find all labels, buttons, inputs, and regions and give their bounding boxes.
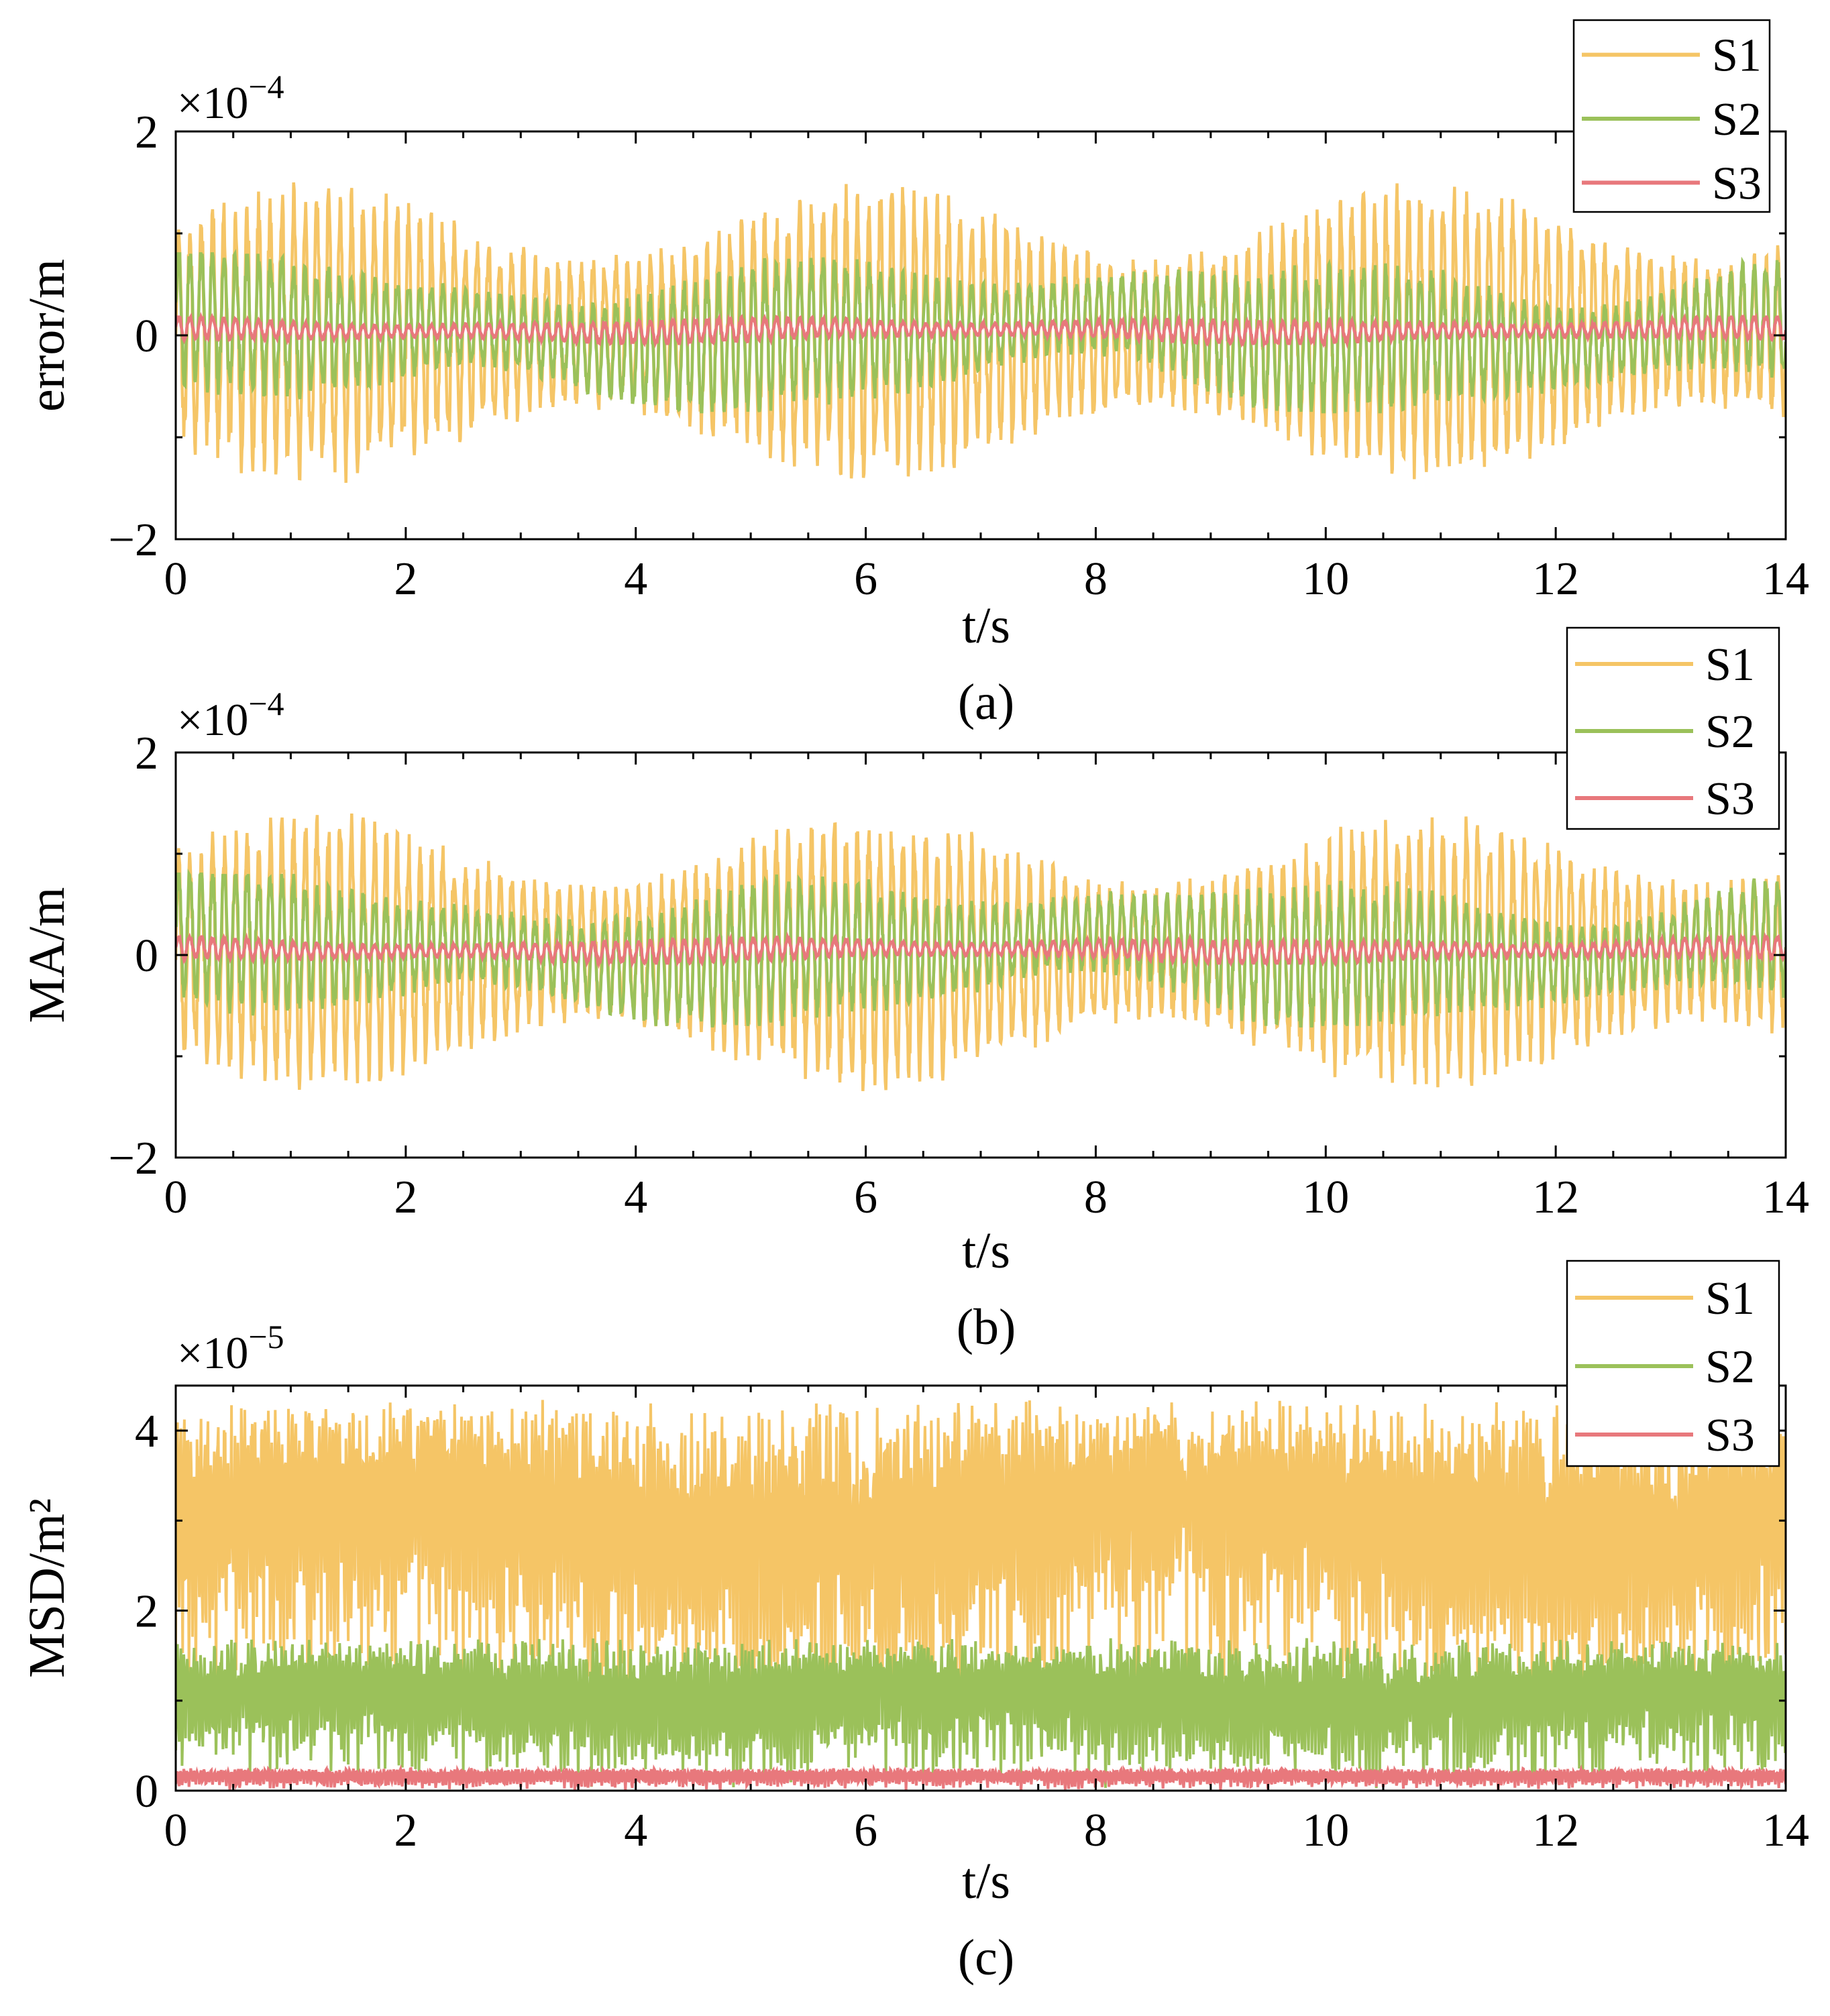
x-tick-label: 12 (1532, 1805, 1579, 1856)
series-group (176, 182, 1786, 483)
x-tick-label: 10 (1302, 1805, 1349, 1856)
legend-box (1566, 626, 1780, 830)
exponent-label: ×10−5 (177, 1318, 284, 1378)
exponent-power: −4 (248, 685, 284, 722)
x-tick-label: 6 (854, 1172, 877, 1223)
x-tick-label: 6 (854, 1805, 877, 1856)
x-tick-label: 8 (1084, 1805, 1108, 1856)
y-axis-label: error/m (19, 259, 75, 412)
legend-label-S2: S2 (1705, 1341, 1755, 1393)
x-tick-label: 2 (394, 1805, 417, 1856)
x-tick-label: 0 (164, 1172, 188, 1223)
x-tick-label: 12 (1532, 1172, 1579, 1223)
x-tick-label: 4 (624, 1172, 647, 1223)
panel-label: (b) (957, 1299, 1016, 1355)
y-tick-label: 2 (135, 107, 158, 158)
legend: S1 S2 S3 (1566, 1259, 1780, 1467)
y-axis-label: MSD/m² (19, 1498, 75, 1678)
legend-label-S1: S1 (1705, 639, 1755, 691)
legend-label-S3: S3 (1712, 158, 1762, 209)
legend-label-S2: S2 (1712, 94, 1762, 146)
y-axis-label: MA/m (19, 887, 75, 1023)
x-axis-label: t/s (962, 1223, 1010, 1279)
exponent-power: −5 (248, 1318, 284, 1355)
y-tick-label: −2 (109, 1133, 158, 1184)
x-axis-label: t/s (962, 1853, 1010, 1909)
x-tick-label: 2 (394, 553, 417, 605)
exponent-label: ×10−4 (177, 68, 284, 128)
x-tick-label: 4 (624, 553, 647, 605)
y-tick-label: 2 (135, 728, 158, 779)
x-axis-label: t/s (962, 598, 1010, 654)
series-line-S1 (176, 1400, 1786, 1715)
series-line-S2 (176, 869, 1786, 1027)
series-line-S1 (176, 813, 1786, 1092)
series-line-S3 (176, 931, 1786, 969)
series-group (176, 813, 1786, 1092)
series-line-S2 (176, 248, 1786, 414)
series-line-S3 (176, 312, 1786, 349)
x-tick-label: 8 (1084, 553, 1108, 605)
exponent-power: −4 (248, 68, 284, 105)
x-tick-label: 14 (1762, 1805, 1809, 1856)
legend-box (1572, 19, 1771, 213)
x-tick-label: 10 (1302, 553, 1349, 605)
legend-label-S1: S1 (1712, 30, 1762, 82)
legend: S1 S2 S3 (1566, 626, 1780, 830)
legend: S1 S2 S3 (1572, 19, 1771, 213)
x-tick-label: 0 (164, 553, 188, 605)
y-tick-label: 0 (135, 930, 158, 982)
panel-label: (c) (958, 1929, 1014, 1986)
x-tick-label: 14 (1762, 553, 1809, 605)
y-tick-label: 0 (135, 1766, 158, 1817)
legend-label-S3: S3 (1705, 773, 1755, 825)
x-tick-label: 0 (164, 1805, 188, 1856)
x-tick-label: 6 (854, 553, 877, 605)
panel-3: 0 2 4 6 8 10 12 14 0 2 4 ×10−5 MSD/m² t/s (c) S1 S2 S3 (19, 1259, 1809, 1986)
y-tick-label: −2 (109, 514, 158, 566)
x-tick-label: 4 (624, 1805, 647, 1856)
x-tick-label: 14 (1762, 1172, 1809, 1223)
y-tick-label: 0 (135, 311, 158, 362)
x-tick-label: 12 (1532, 553, 1579, 605)
x-tick-label: 10 (1302, 1172, 1349, 1223)
exponent-label: ×10−4 (177, 685, 284, 745)
x-tick-label: 8 (1084, 1172, 1108, 1223)
legend-label-S3: S3 (1705, 1410, 1755, 1461)
legend-box (1566, 1259, 1780, 1467)
series-line-S2 (176, 1638, 1786, 1789)
legend-label-S1: S1 (1705, 1273, 1755, 1325)
series-group (176, 1400, 1786, 1791)
panel-label: (a) (958, 674, 1014, 730)
y-tick-label: 4 (135, 1406, 158, 1457)
series-line-S3 (176, 1764, 1786, 1791)
y-tick-label: 2 (135, 1586, 158, 1638)
x-tick-label: 2 (394, 1172, 417, 1223)
legend-label-S2: S2 (1705, 706, 1755, 758)
